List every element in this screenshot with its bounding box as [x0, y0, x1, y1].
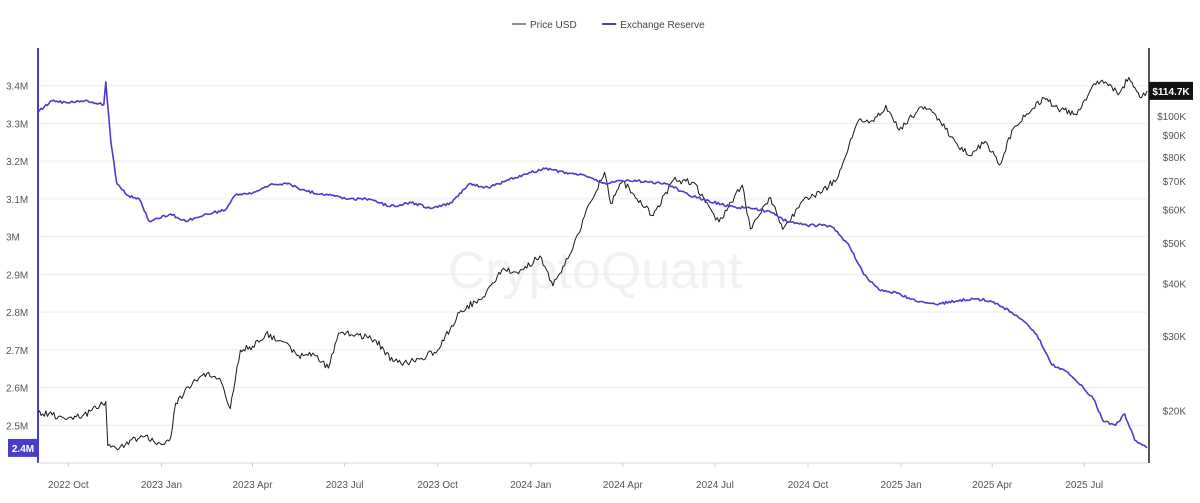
x-tick-label-8: 2024 Oct: [788, 480, 829, 491]
x-axis-ticks: 2022 Oct 2023 Jan 2023 Apr 2023 Jul 2023 Oct…: [48, 463, 1103, 491]
right-tick-label-3: $70K: [1163, 177, 1187, 188]
right-tick-label-5: $50K: [1163, 239, 1187, 250]
series-line-price: [37, 76, 1148, 451]
x-tick-label-2: 2023 Apr: [232, 480, 273, 491]
legend-item-0[interactable]: Price USD: [512, 20, 577, 31]
right-tick-label-1: $90K: [1163, 131, 1187, 142]
left-tick-label-1: 3.3M: [6, 119, 28, 130]
right-tick-label-2: $80K: [1163, 153, 1187, 164]
x-tick-label-5: 2024 Jan: [510, 480, 551, 491]
series-lines: [37, 76, 1148, 451]
reserve-badge-label: 2.4M: [12, 444, 34, 455]
x-tick-label-1: 2023 Jan: [141, 480, 182, 491]
watermark-text: CryptoQuant: [448, 242, 743, 300]
legend-label-0: Price USD: [530, 20, 577, 31]
x-tick-label-9: 2025 Jan: [881, 480, 922, 491]
price-badge-label: $114.7K: [1152, 87, 1190, 98]
x-tick-label-0: 2022 Oct: [48, 480, 89, 491]
right-axis-ticks: $100K $90K $80K $70K $60K $50K $40K $30K $20K: [1157, 112, 1186, 417]
price-badge: [1149, 81, 1193, 100]
legend[interactable]: Price USD Exchange Reserve: [512, 20, 705, 31]
series-line-reserve: [37, 81, 1148, 449]
reserve-badge: [8, 438, 38, 457]
right-tick-label-6: $40K: [1163, 280, 1187, 291]
x-tick-label-6: 2024 Apr: [603, 480, 644, 491]
right-tick-label-4: $60K: [1163, 205, 1187, 216]
left-tick-label-8: 2.6M: [6, 384, 28, 395]
x-tick-label-4: 2023 Oct: [417, 480, 458, 491]
left-axis-ticks: 3.4M 3.3M 3.2M 3.1M 3M 2.9M 2.8M 2.7M 2.6M 2.5M: [6, 82, 28, 433]
left-tick-label-0: 3.4M: [6, 82, 28, 93]
left-tick-label-6: 2.8M: [6, 308, 28, 319]
left-tick-label-3: 3.1M: [6, 195, 28, 206]
right-tick-label-0: $100K: [1157, 112, 1186, 123]
left-tick-label-2: 3.2M: [6, 157, 28, 168]
x-tick-label-7: 2024 Jul: [696, 480, 734, 491]
left-tick-label-7: 2.7M: [6, 346, 28, 357]
x-tick-label-10: 2025 Apr: [972, 480, 1013, 491]
legend-item-1[interactable]: Exchange Reserve: [602, 20, 705, 31]
left-tick-label-4: 3M: [6, 233, 20, 244]
left-tick-label-9: 2.5M: [6, 421, 28, 432]
axes: [37, 48, 1150, 464]
right-tick-label-7: $30K: [1163, 332, 1187, 343]
x-tick-label-3: 2023 Jul: [326, 480, 364, 491]
grid-lines: [38, 85, 1147, 426]
current-value-badges: 2.4M $114.7K: [8, 81, 1193, 457]
right-tick-label-8: $20K: [1163, 406, 1187, 417]
left-tick-label-5: 2.9M: [6, 270, 28, 281]
x-tick-label-11: 2025 Jul: [1065, 480, 1103, 491]
legend-label-1: Exchange Reserve: [620, 20, 705, 31]
